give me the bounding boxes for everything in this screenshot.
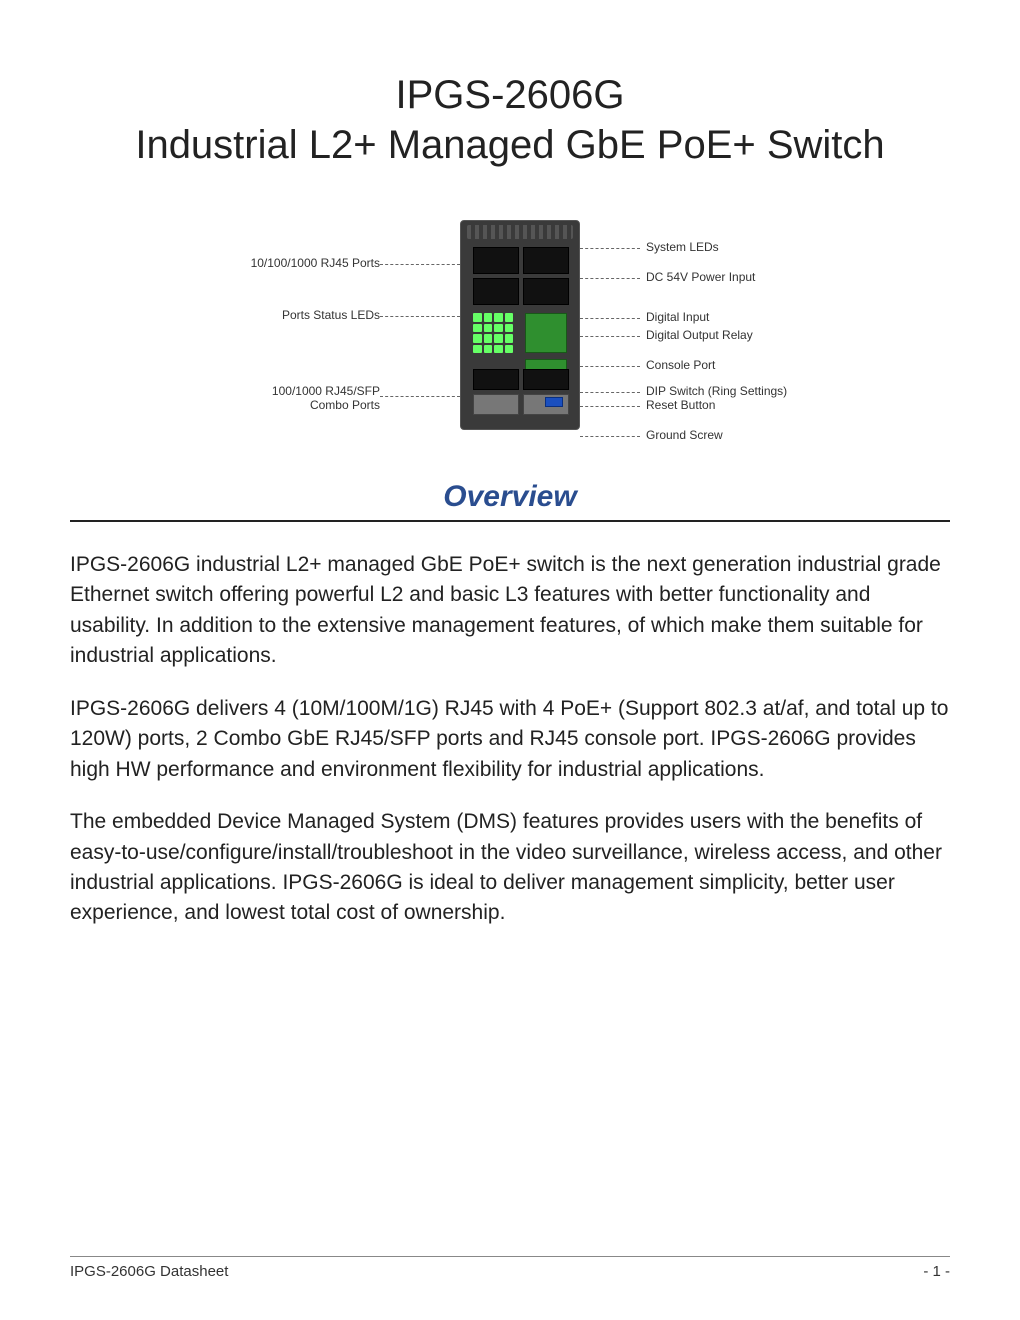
overview-text: IPGS-2606G industrial L2+ managed GbE Po… — [70, 550, 950, 929]
callout-label: Ports Status LEDs — [282, 308, 380, 322]
product-diagram: 10/100/1000 RJ45 Ports Ports Status LEDs… — [230, 220, 790, 450]
lead-line — [580, 436, 640, 437]
lead-line — [580, 248, 640, 249]
callout-label: Digital Output Relay — [646, 328, 753, 342]
title-block: IPGS-2606G Industrial L2+ Managed GbE Po… — [70, 70, 950, 170]
callout-label: 10/100/1000 RJ45 Ports — [251, 256, 380, 270]
callout-label: Console Port — [646, 358, 715, 372]
callout-label: Combo Ports — [310, 398, 380, 412]
callout-label: Ground Screw — [646, 428, 723, 442]
footer-left: IPGS-2606G Datasheet — [70, 1263, 228, 1280]
paragraph: IPGS-2606G delivers 4 (10M/100M/1G) RJ45… — [70, 694, 950, 785]
lead-line — [580, 278, 640, 279]
footer-page-number: - 1 - — [923, 1263, 950, 1280]
status-leds — [473, 313, 513, 353]
page-footer: IPGS-2606G Datasheet - 1 - — [70, 1256, 950, 1280]
lead-line — [580, 336, 640, 337]
callout-label: DC 54V Power Input — [646, 270, 755, 284]
callout-label: Reset Button — [646, 398, 715, 412]
callout-label: DIP Switch (Ring Settings) — [646, 384, 787, 398]
callout-label: 100/1000 RJ45/SFP — [272, 384, 380, 398]
callout-label: Digital Input — [646, 310, 709, 324]
lead-line — [380, 396, 460, 397]
lead-line — [380, 316, 460, 317]
paragraph: IPGS-2606G industrial L2+ managed GbE Po… — [70, 550, 950, 672]
lead-line — [380, 264, 460, 265]
lead-line — [580, 366, 640, 367]
paragraph: The embedded Device Managed System (DMS)… — [70, 807, 950, 929]
dip-switch — [545, 397, 563, 407]
page: IPGS-2606G Industrial L2+ Managed GbE Po… — [0, 0, 1020, 1320]
lead-line — [580, 318, 640, 319]
section-heading: Overview — [70, 480, 950, 514]
lead-line — [580, 406, 640, 407]
lead-line — [580, 392, 640, 393]
callout-label: System LEDs — [646, 240, 719, 254]
section-rule — [70, 520, 950, 522]
combo-ports — [473, 369, 569, 415]
title-line-1: IPGS-2606G — [70, 70, 950, 120]
title-line-2: Industrial L2+ Managed GbE PoE+ Switch — [70, 120, 950, 170]
power-terminal — [525, 313, 567, 353]
rj45-ports — [473, 247, 569, 305]
device-body — [460, 220, 580, 430]
